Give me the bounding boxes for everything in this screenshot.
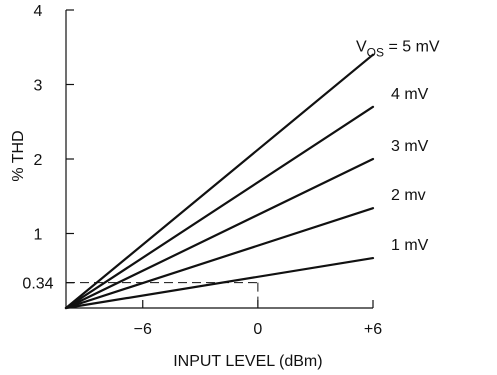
series-line [64,105,375,310]
series-line [64,157,375,310]
x-axis-title: INPUT LEVEL (dBm) [173,353,322,370]
series-line [64,207,375,310]
y-axis-title: % THD [10,130,27,181]
x-tick-label: 0 [253,321,262,338]
x-tick-label: −6 [134,321,152,338]
labels: INPUT LEVEL (dBm) % THD 1 2 3 4 −6 0 +6 0.34 VOS… [10,3,440,370]
series-label: 1 mV [391,237,429,254]
x-tick-label: +6 [364,321,382,338]
y-tick-label: 3 [34,78,43,95]
series-label: 2 mv [391,187,426,204]
series-label: 4 mV [391,86,429,103]
y-tick-label: 1 [34,227,43,244]
series-lines [64,53,375,310]
y-tick-label: 2 [34,152,43,169]
series-label: VOS = 5 mV [356,39,440,60]
series-line [64,53,375,310]
reference-value-label: 0.34 [22,276,53,293]
series-line [64,256,375,310]
series-label: 3 mV [391,138,429,155]
y-tick-label: 4 [34,3,43,20]
axes [65,9,374,309]
